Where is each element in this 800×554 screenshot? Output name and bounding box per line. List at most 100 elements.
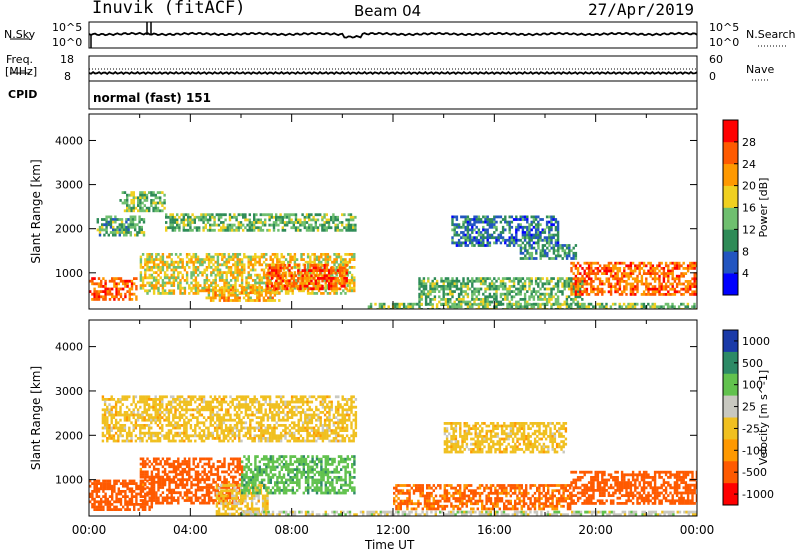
echo-cell: [530, 215, 533, 219]
echo-cell: [561, 285, 564, 288]
echo-cell: [552, 218, 555, 221]
echo-cell: [190, 289, 193, 293]
echo-cell: [315, 292, 319, 295]
echo-cell: [552, 287, 555, 291]
echo-cell: [250, 221, 254, 224]
echo-cell: [431, 298, 434, 301]
echo-cell: [201, 470, 204, 474]
echo-cell: [235, 494, 238, 498]
echo-cell: [126, 193, 129, 197]
echo-cell: [570, 298, 573, 301]
echo-cell: [618, 305, 621, 309]
echo-cell: [537, 290, 540, 293]
echo-cell: [501, 236, 505, 240]
echo-cell: [130, 503, 134, 506]
echo-cell: [497, 238, 500, 242]
echo-cell: [188, 478, 191, 482]
echo-cell: [631, 269, 635, 273]
echo-cell: [482, 238, 485, 242]
echo-cell: [179, 473, 182, 476]
echo-cell: [242, 288, 246, 292]
echo-cell: [234, 480, 237, 484]
echo-cell: [141, 196, 144, 200]
echo-cell: [669, 272, 672, 275]
echo-cell: [199, 486, 202, 489]
echo-cell: [171, 221, 174, 224]
echo-cell: [199, 284, 202, 287]
echo-cell: [669, 293, 672, 296]
echo-cell: [224, 499, 227, 503]
echo-cell: [243, 473, 246, 477]
echo-cell: [106, 290, 109, 293]
echo-cell: [279, 282, 282, 285]
echo-cell: [124, 503, 127, 506]
echo-cell: [618, 293, 622, 296]
echo-cell: [442, 295, 445, 299]
echo-cell: [128, 295, 131, 299]
echo-cell: [116, 228, 119, 232]
echo-cell: [155, 457, 158, 461]
echo-cell: [179, 281, 182, 285]
echo-cell: [499, 285, 503, 288]
echo-cell: [210, 491, 213, 495]
echo-cell: [152, 480, 156, 484]
echo-cell: [210, 271, 213, 274]
echo-cell: [482, 277, 485, 280]
echo-cell: [479, 244, 483, 247]
echo-cell: [453, 231, 456, 234]
echo-cell: [247, 292, 250, 295]
echo-cell: [504, 241, 507, 245]
echo-cell: [117, 497, 120, 501]
echo-cell: [574, 302, 577, 306]
echo-cell: [638, 261, 641, 265]
echo-cell: [174, 279, 178, 282]
echo-cell: [242, 223, 245, 227]
echo-cell: [91, 279, 94, 283]
echo-cell: [605, 305, 608, 309]
echo-cell: [495, 238, 498, 242]
echo-cell: [418, 295, 421, 299]
echo-cell: [155, 480, 158, 484]
echo-cell: [460, 285, 463, 288]
echo-cell: [563, 302, 566, 306]
echo-cell: [493, 236, 496, 240]
echo-cell: [464, 285, 467, 288]
echo-cell: [323, 271, 326, 275]
echo-cell: [247, 483, 250, 487]
echo-cell: [134, 218, 137, 221]
echo-cell: [267, 296, 270, 300]
echo-cell: [192, 273, 195, 277]
echo-cell: [490, 236, 494, 240]
echo-cell: [300, 253, 303, 256]
echo-cell: [504, 285, 507, 288]
echo-cell: [202, 218, 205, 222]
echo-cell: [193, 221, 196, 224]
echo-cell: [190, 480, 193, 484]
echo-cell: [262, 276, 266, 280]
echo-cell: [486, 228, 489, 232]
echo-cell: [523, 236, 527, 240]
echo-cell: [488, 220, 492, 224]
echo-cell: [179, 491, 182, 495]
echo-cell: [552, 277, 555, 280]
echo-cell: [645, 277, 648, 281]
echo-cell: [137, 201, 140, 205]
echo-cell: [286, 213, 289, 217]
echo-cell: [273, 281, 277, 285]
echo-cell: [620, 274, 624, 278]
echo-cell: [133, 495, 136, 498]
echo-cell: [122, 479, 125, 483]
echo-cell: [278, 455, 281, 458]
echo-cell: [682, 267, 685, 270]
echo-cell: [233, 494, 236, 498]
echo-cell: [473, 220, 476, 224]
echo-cell: [264, 494, 267, 498]
echo-cell: [228, 489, 232, 493]
echo-cell: [457, 287, 461, 291]
echo-cell: [519, 302, 522, 306]
echo-cell: [106, 503, 109, 506]
echo-cell: [192, 268, 195, 272]
echo-cell: [482, 300, 485, 304]
echo-cell: [570, 305, 573, 309]
echo-cell: [246, 218, 249, 222]
